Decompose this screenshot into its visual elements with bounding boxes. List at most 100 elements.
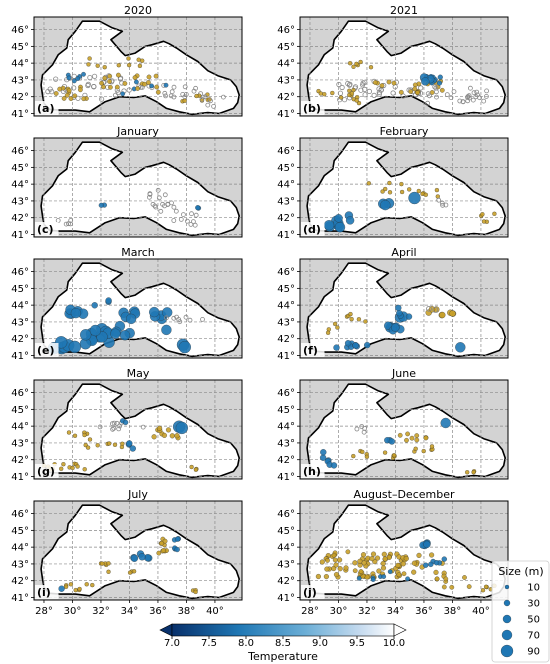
data-point [351,453,356,459]
panel-tag-box [35,464,59,478]
y-tick-label: 42° [277,455,295,466]
data-point [174,536,181,542]
graticule [300,380,508,479]
panel-title: January [116,125,159,138]
panel-tag: (j) [303,586,317,599]
data-point [363,319,368,324]
data-point [180,212,186,218]
y-tick-label: 42° [11,576,29,587]
data-point [114,84,120,90]
data-point [441,584,447,590]
data-point [411,560,417,566]
data-point [183,92,189,97]
x-tick-label: 40° [472,606,490,617]
y-tick-label: 45° [277,405,295,416]
panel-tag: (a) [37,102,54,115]
data-point [137,63,143,69]
data-point [347,88,352,93]
observation-markers [45,56,226,109]
data-point [374,555,381,561]
data-point [331,552,337,558]
map-panel-g: May 41° 42° 43° 44° 45° 46° (g) [11,367,243,483]
data-point [337,566,343,572]
panel-title: May [127,367,150,380]
observation-markers [325,304,466,353]
data-point [372,80,378,85]
data-point [332,321,338,327]
x-tick-label: 32° [358,606,376,617]
data-point [163,315,169,321]
data-point [111,425,117,431]
data-point [376,568,382,574]
data-point [354,61,359,67]
colorbar-tick-label: 10.0 [383,638,405,649]
data-point [364,454,370,459]
y-tick-label: 41° [277,593,295,604]
data-point [85,445,91,450]
data-point [492,211,497,216]
data-point [333,344,340,351]
data-point [403,556,409,562]
data-point [483,94,489,99]
data-point [107,441,112,446]
data-point [208,98,213,104]
data-point [433,560,440,566]
data-point [380,199,391,211]
x-tick-label: 34° [387,606,405,617]
y-tick-label: 44° [11,301,29,312]
data-point [66,75,72,81]
y-tick-label: 42° [11,334,29,345]
data-point [126,62,132,68]
panel-title: August–December [353,488,455,501]
data-point [319,454,327,461]
data-point [68,96,74,101]
y-tick-label: 42° [277,576,295,587]
data-point [71,85,77,91]
panel-tag: (d) [303,223,321,236]
data-point [407,187,412,192]
data-point [351,64,356,69]
y-tick-label: 46° [11,146,29,157]
data-point [116,72,121,78]
data-point [182,98,187,103]
data-point [364,341,371,349]
data-point [87,437,93,442]
data-point [84,582,89,587]
data-point [131,569,137,574]
y-tick-label: 45° [11,526,29,537]
data-point [399,181,404,187]
data-point [102,75,108,81]
map-panel-e: March 41° 42° 43° 44° 45° 46° (e) [11,246,243,362]
data-point [440,417,451,429]
data-point [423,562,429,568]
panel-tag: (i) [37,586,51,599]
data-point [188,221,194,227]
y-tick-label: 44° [277,422,295,433]
data-point [354,98,359,103]
size-legend: Size (m) 10 30 50 70 90 [491,560,550,663]
data-point [399,189,405,195]
data-point [333,572,340,578]
data-point [421,77,430,86]
data-point [142,81,147,87]
data-point [68,218,74,223]
data-point [68,582,74,587]
data-point [429,444,435,449]
data-point [391,453,397,458]
data-point [338,95,344,100]
y-tick-label: 43° [277,196,295,207]
data-point [105,297,112,304]
data-point [400,561,406,567]
data-point [126,87,132,93]
data-point [99,96,105,102]
data-point [126,440,133,447]
y-tick-label: 46° [11,267,29,278]
x-tick-label: 40° [206,606,224,617]
colorbar-tick-label: 7.5 [201,638,217,649]
observation-markers [315,539,497,593]
y-tick-label: 45° [277,526,295,537]
data-point [220,94,226,100]
data-point [360,80,366,86]
data-point [87,56,92,61]
data-point [391,323,400,332]
